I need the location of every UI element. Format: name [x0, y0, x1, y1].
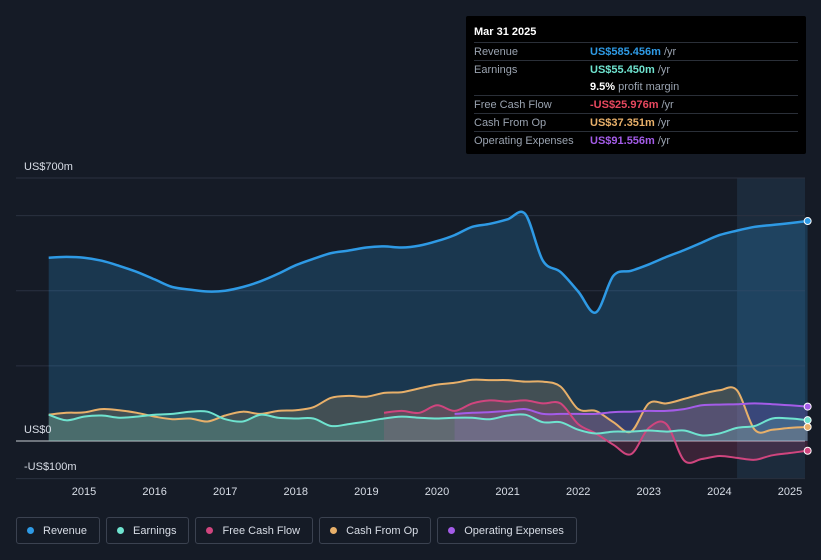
- operating-expenses-line: [454, 402, 808, 416]
- x-tick-label: 2016: [142, 486, 166, 498]
- revenue-area: [48, 211, 808, 441]
- x-tick-label: 2025: [778, 486, 802, 498]
- tooltip-row-revenue: Revenue US$585.456m /yr: [474, 42, 798, 60]
- x-tick-label: 2018: [284, 486, 308, 498]
- legend-dot-icon: [448, 527, 456, 534]
- x-tick-label: 2015: [72, 486, 96, 498]
- cash-from-op-line: [48, 378, 808, 434]
- tooltip-row-earnings: Earnings US$55.450m /yr: [474, 60, 798, 78]
- series-endpoints: [803, 217, 812, 455]
- tooltip-row-free-cash-flow: Free Cash Flow -US$25.976m /yr: [474, 95, 798, 113]
- series-areas: [48, 211, 808, 463]
- tooltip-value: US$585.456m: [590, 45, 661, 58]
- tooltip-label: Cash From Op: [474, 116, 547, 129]
- x-tick-label: 2024: [707, 486, 731, 498]
- legend-label: Free Cash Flow: [222, 524, 301, 537]
- x-tick-label: 2020: [425, 486, 449, 498]
- legend-dot-icon: [206, 527, 214, 534]
- tooltip-value: US$37.351m: [590, 116, 655, 129]
- legend-dot-icon: [330, 527, 338, 534]
- x-tick-label: 2019: [354, 486, 378, 498]
- legend-item-earnings[interactable]: Earnings: [106, 517, 190, 544]
- x-tick-label: 2023: [637, 486, 661, 498]
- legend-item-revenue[interactable]: Revenue: [16, 517, 101, 544]
- tooltip-unit: /yr: [657, 134, 671, 147]
- x-axis-ticks: 2015 2016 2017 2018 2019 2020 2021 2022 2023 2024…: [72, 486, 802, 498]
- legend-item-operating-expenses[interactable]: Operating Expenses: [437, 517, 577, 544]
- tooltip-value: US$55.450m: [590, 63, 655, 76]
- revenue-endpoint: [803, 217, 812, 226]
- y-tick-label-negative: -US$100m: [24, 461, 77, 473]
- legend-label: Operating Expenses: [464, 524, 564, 537]
- earnings-endpoint: [803, 416, 812, 425]
- gridlines: [16, 177, 805, 480]
- legend-item-free-cash-flow[interactable]: Free Cash Flow: [195, 517, 314, 544]
- legend-dot-icon: [27, 527, 34, 534]
- y-tick-label-top: US$700m: [24, 161, 73, 173]
- free-cash-flow-endpoint: [803, 446, 812, 455]
- x-tick-label: 2021: [495, 486, 519, 498]
- tooltip-label: Free Cash Flow: [474, 98, 552, 111]
- tooltip-label: Operating Expenses: [474, 134, 574, 147]
- legend: Revenue Earnings Free Cash Flow Cash Fro…: [16, 517, 577, 544]
- tooltip-date: Mar 31 2025: [474, 26, 537, 38]
- legend-label: Cash From Op: [346, 524, 419, 537]
- earnings-line: [48, 410, 808, 437]
- tooltip-row-operating-expenses: Operating Expenses US$91.556m /yr: [474, 131, 798, 149]
- cash-from-op-endpoint: [803, 422, 812, 431]
- legend-label: Earnings: [133, 524, 177, 537]
- tooltip-value: US$91.556m: [590, 134, 655, 147]
- free-cash-flow-area: [384, 400, 808, 463]
- series-lines: [48, 210, 808, 464]
- tooltip-value: -US$25.976m: [590, 98, 659, 111]
- legend-label: Revenue: [43, 524, 88, 537]
- tooltip-unit: profit margin: [618, 80, 680, 93]
- legend-item-cash-from-op[interactable]: Cash From Op: [319, 517, 432, 544]
- tooltip-label: Earnings: [474, 63, 518, 76]
- revenue-line: [48, 210, 808, 314]
- tooltip-unit: /yr: [657, 116, 671, 129]
- tooltip-value: 9.5%: [590, 80, 616, 93]
- tooltip-unit: /yr: [661, 98, 674, 111]
- tooltip-unit: /yr: [657, 63, 671, 76]
- operating-expenses-endpoint: [803, 402, 812, 411]
- tooltip-row-cash-from-op: Cash From Op US$37.351m /yr: [474, 113, 798, 131]
- earnings-area: [48, 411, 808, 441]
- legend-dot-icon: [117, 527, 125, 534]
- operating-expenses-area: [454, 403, 808, 441]
- x-tick-label: 2022: [566, 486, 590, 498]
- x-tick-label: 2017: [213, 486, 237, 498]
- tooltip-label: Revenue: [474, 45, 519, 58]
- tooltip-row-profit-margin: 9.5% profit margin: [474, 78, 798, 95]
- y-tick-label-zero: US$0: [24, 424, 52, 436]
- tooltip-panel: Mar 31 2025 Revenue US$585.456m /yr Earn…: [466, 16, 806, 154]
- tooltip-unit: /yr: [663, 45, 677, 58]
